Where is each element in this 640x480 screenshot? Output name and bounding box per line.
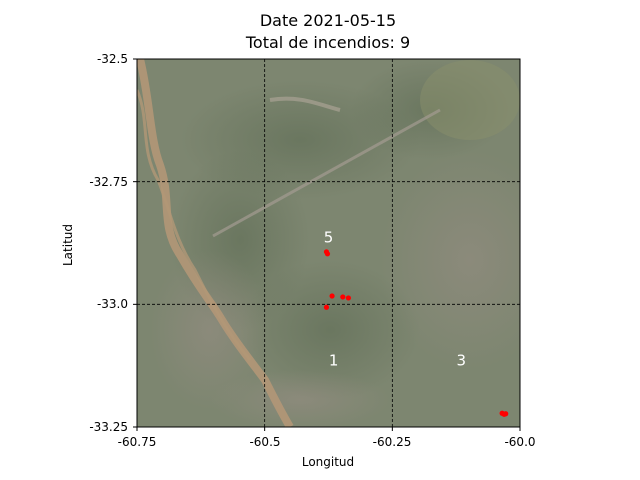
cell-count-label: 3: [456, 351, 466, 369]
cell-count-label: 1: [329, 351, 339, 369]
tick-marks: [133, 58, 521, 431]
chart-title: Date 2021-05-15: [259, 11, 397, 30]
fire-point: [329, 293, 335, 299]
fire-point: [323, 304, 330, 310]
y-axis-label: Latitud: [61, 223, 75, 267]
y-tick-label: -33.0: [96, 297, 128, 311]
cell-count-label: 5: [324, 229, 334, 247]
plot-frame: [136, 58, 521, 428]
fire-point: [324, 251, 331, 257]
fire-points: [323, 249, 509, 417]
x-tick-label: -60.0: [504, 435, 536, 449]
x-axis-label: Longitud: [301, 455, 355, 469]
x-tick-label: -60.75: [117, 435, 157, 449]
x-tick-label: -60.25: [372, 435, 412, 449]
x-tick-label: -60.5: [249, 435, 281, 449]
y-tick-label: -32.75: [89, 175, 128, 189]
y-tick-label: -32.5: [96, 52, 128, 66]
grid-lines: [137, 59, 520, 427]
fire-point: [503, 411, 509, 417]
fire-point: [340, 294, 346, 300]
chart-subtitle: Total de incendios: 9: [245, 33, 411, 52]
fire-point: [345, 295, 352, 301]
y-tick-label: -33.25: [89, 420, 128, 434]
cell-labels: 5 1 3: [324, 229, 466, 370]
satellite-basemap: [137, 59, 520, 427]
